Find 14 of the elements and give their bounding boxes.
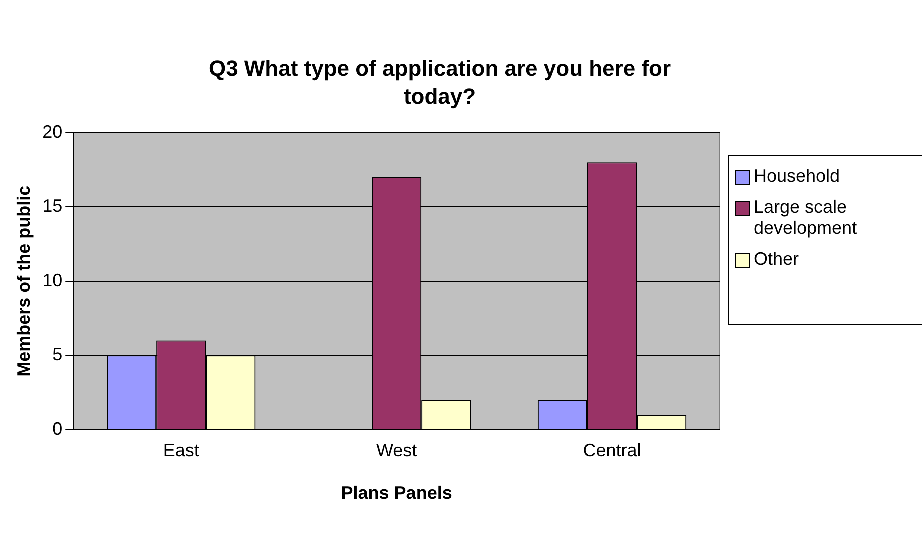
y-tick-label: 0 xyxy=(52,418,63,439)
y-tick-label: 5 xyxy=(52,344,63,365)
x-tick-label: Central xyxy=(583,440,642,461)
y-tick-label: 10 xyxy=(42,270,63,290)
x-tick-label: East xyxy=(163,440,200,461)
legend-label: Large scale development xyxy=(754,197,858,239)
legend-label: Household xyxy=(754,166,840,187)
y-tick-label: 15 xyxy=(42,196,63,216)
y-tick-label: 20 xyxy=(42,122,63,142)
x-tick-label: West xyxy=(376,440,418,461)
legend-label: Other xyxy=(754,249,800,270)
chart-title: Q3 What type of application are you here for today? xyxy=(208,55,672,111)
x-axis-title: Plans Panels xyxy=(341,483,452,504)
y-axis-title: Members of the public xyxy=(14,186,34,377)
